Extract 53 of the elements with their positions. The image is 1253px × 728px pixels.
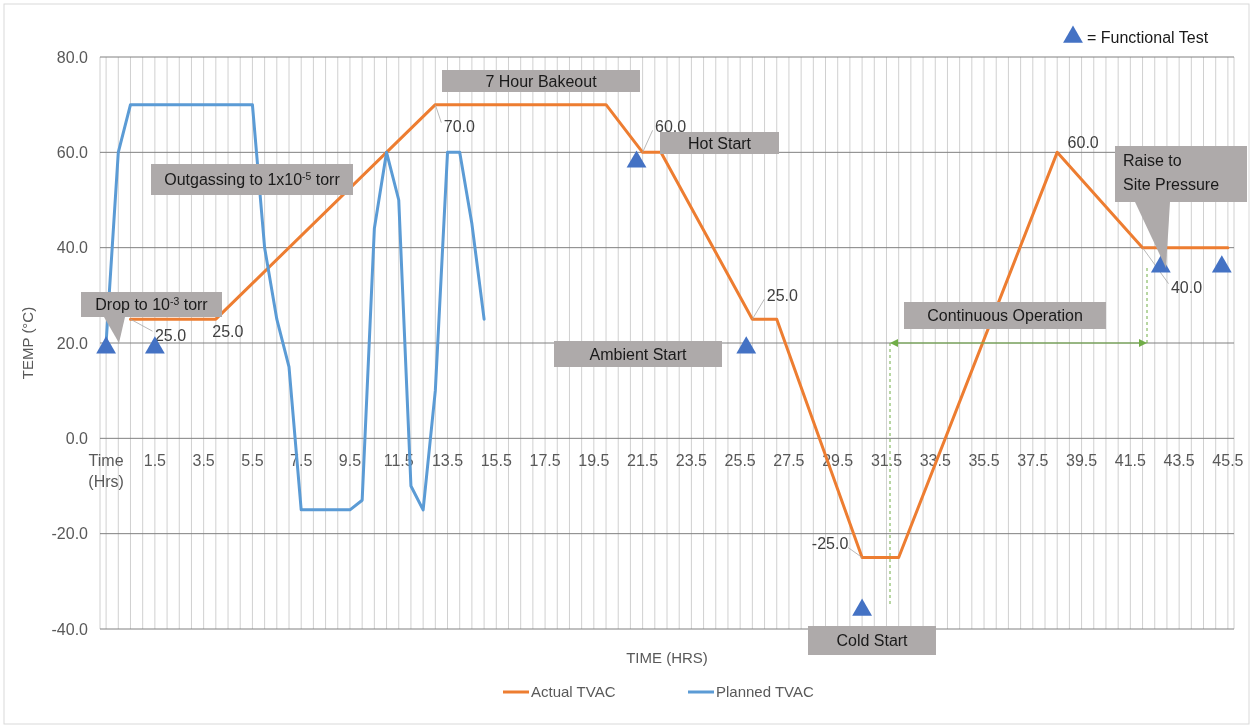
data-label: 60.0: [1067, 133, 1099, 151]
y-tick-label: 60.0: [56, 143, 89, 161]
point: [1211, 255, 1232, 273]
x-tick-label: 27.5: [773, 452, 805, 470]
annotation: Outgassing to 1x10$^{-5}$ torr: [164, 170, 341, 189]
data-label: 25.0: [766, 286, 799, 304]
annotation: Raise to Site Pressure: [1123, 152, 1220, 193]
data-label: 25.0: [212, 322, 244, 340]
x-tick-label: 45.5: [1212, 452, 1244, 470]
legend-label: Planned TVAC: [716, 683, 814, 701]
text: Cold Start: [836, 632, 909, 650]
y-axis-title: TEMP (°C): [19, 306, 36, 380]
y-tick-label: -40.0: [51, 620, 89, 638]
x-tick-label: 37.5: [1017, 452, 1049, 470]
x-tick-label: 31.5: [870, 452, 903, 470]
x-tick-label: 23.5: [675, 452, 708, 470]
data-label: -25.0: [811, 535, 849, 553]
point: [626, 150, 647, 168]
legend-label: Actual TVAC: [531, 683, 616, 701]
annotation: Ambient Start: [589, 345, 688, 363]
x-tick-label: 13.5: [431, 452, 464, 470]
x-tick-label: 15.5: [480, 452, 512, 470]
legend-label: = Functional Test: [1087, 28, 1209, 46]
point: [852, 598, 872, 616]
annotation: 7 Hour Bakeout: [485, 72, 598, 90]
annotation: Continuous Operation: [927, 307, 1083, 325]
x-tick-label: 25.5: [724, 452, 756, 470]
y-tick-label: 80.0: [56, 48, 89, 66]
x-tick-label: 5.5: [241, 452, 264, 470]
x-tick-label: 9.5: [338, 452, 362, 470]
x-tick-label: 3.5: [192, 452, 215, 470]
data-label: 25.0: [154, 326, 187, 344]
x-axis-title: TIME (HRS): [626, 649, 708, 666]
x-tick-label: 35.5: [968, 452, 1000, 470]
y-tick-label: 0.0: [65, 429, 89, 447]
x-tick-label: 43.5: [1163, 452, 1195, 470]
data-label: 40.0: [1170, 279, 1203, 297]
x-tick-label: 39.5: [1066, 452, 1098, 470]
x-tick-label: 41.5: [1114, 452, 1147, 470]
x-tick-label: 17.5: [529, 452, 561, 470]
x-tick-label: 21.5: [627, 452, 659, 470]
point: [736, 336, 757, 354]
annotation: Hot Start: [687, 134, 752, 152]
x-tick-label: 1.5: [143, 452, 167, 470]
y-tick-label: 20.0: [56, 334, 89, 352]
data-label: 60.0: [655, 117, 687, 135]
point: [96, 336, 116, 354]
x-tick-label: 19.5: [578, 452, 610, 470]
annotation: Drop to 10$^{-3}$ torr: [95, 295, 209, 314]
data-label: 70.0: [443, 118, 475, 136]
x-tick-label: Time (Hrs): [88, 452, 124, 491]
y-tick-label: -20.0: [51, 525, 89, 543]
y-tick-label: 40.0: [56, 239, 89, 257]
